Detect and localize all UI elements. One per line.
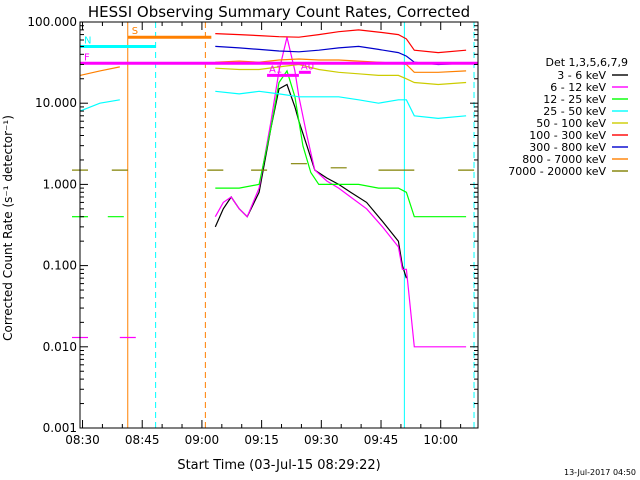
legend-label: 50 - 100 keV xyxy=(536,117,606,130)
legend-label: 800 - 7000 keV xyxy=(522,153,606,166)
plot-area: S NF A1 A0 xyxy=(72,22,478,428)
y-axis-label: Corrected Count Rate (s⁻¹ detector⁻¹) xyxy=(1,115,15,341)
legend-label: 3 - 6 keV xyxy=(557,69,606,82)
x-tick-label: 08:45 xyxy=(125,433,160,447)
series-line xyxy=(79,99,120,112)
y-tick-label: 1.000 xyxy=(43,177,77,191)
y-tick-label: 0.010 xyxy=(43,340,77,354)
series-line xyxy=(215,90,467,120)
legend-label: 7000 - 20000 keV xyxy=(508,165,606,178)
series-line xyxy=(215,63,467,86)
flag-label: F xyxy=(84,52,90,63)
axes: 08:30 08:45 09:00 09:15 09:30 09:45 10:00 100.0… xyxy=(27,15,479,447)
plot-frame xyxy=(79,21,479,429)
y-tick-label: 100.000 xyxy=(27,15,77,29)
y-tick-label: 0.001 xyxy=(43,421,77,435)
series-line xyxy=(215,69,467,218)
x-tick-label: 09:00 xyxy=(185,433,220,447)
x-tick-label: 09:15 xyxy=(244,433,279,447)
x-axis-label: Start Time (03-Jul-15 08:29:22) xyxy=(177,458,380,473)
series-line xyxy=(214,83,407,279)
x-tick-label: 08:30 xyxy=(65,433,100,447)
flag-label: A0 xyxy=(301,61,314,72)
series-line xyxy=(215,45,467,66)
series-line xyxy=(215,58,467,73)
flag-label: S xyxy=(132,26,138,37)
timestamp-footer: 13-Jul-2017 04:50 xyxy=(564,468,636,477)
series-line xyxy=(79,66,120,76)
legend-label: 25 - 50 keV xyxy=(543,105,606,118)
chart-title: HESSI Observing Summary Count Rates, Cor… xyxy=(88,3,470,21)
legend-label: 6 - 12 keV xyxy=(550,81,606,94)
x-tick-label: 09:30 xyxy=(304,433,339,447)
series-line xyxy=(215,29,467,54)
y-tick-label: 10.000 xyxy=(35,96,77,110)
series-line xyxy=(214,37,467,348)
flag-label: N xyxy=(84,35,91,46)
x-tick-label: 09:45 xyxy=(364,433,399,447)
legend-label: 12 - 25 keV xyxy=(543,93,606,106)
x-tick-label: 10:00 xyxy=(423,433,458,447)
legend-label: 100 - 300 keV xyxy=(529,129,606,142)
legend-label: 300 - 800 keV xyxy=(529,141,606,154)
flag-label: A1 xyxy=(269,64,282,75)
y-tick-label: 0.100 xyxy=(43,259,77,273)
legend-title: Det 1,3,5,6,7,9 xyxy=(545,56,628,69)
